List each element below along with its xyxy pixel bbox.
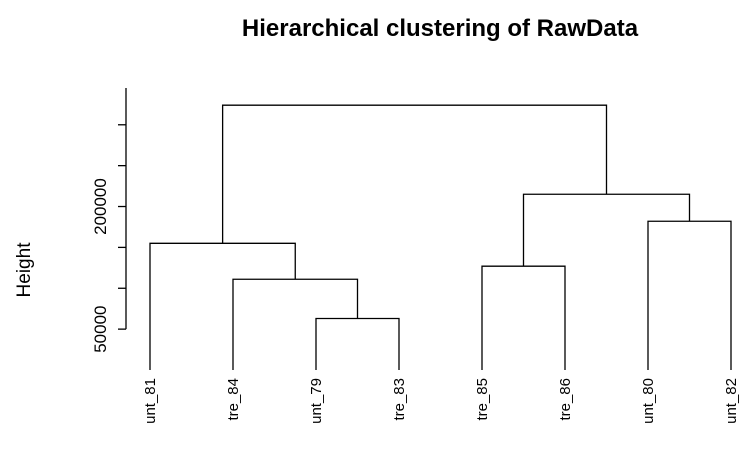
leaf-label: unt_79 (308, 378, 325, 424)
leaf-label: tre_86 (557, 378, 574, 421)
leaf-label: tre_83 (391, 378, 408, 421)
leaf-label: unt_80 (640, 378, 657, 424)
leaf-label: tre_84 (225, 378, 242, 421)
dendrogram-link (315, 317, 400, 370)
leaf-label: tre_85 (474, 378, 491, 421)
dendrogram-link (481, 265, 566, 370)
dendrogram-link (647, 220, 732, 370)
y-tick-label: 200000 (91, 178, 110, 235)
y-tick-label: 50000 (91, 305, 110, 352)
y-axis-label: Height (14, 242, 35, 298)
leaf-label: unt_81 (142, 378, 159, 424)
chart-title: Hierarchical clustering of RawData (242, 15, 639, 42)
leaf-label: unt_82 (723, 378, 740, 424)
dendrogram-link (232, 278, 359, 370)
dendrogram-link (522, 193, 691, 267)
dendrogram-link (149, 242, 296, 370)
dendrogram-link (221, 104, 608, 244)
